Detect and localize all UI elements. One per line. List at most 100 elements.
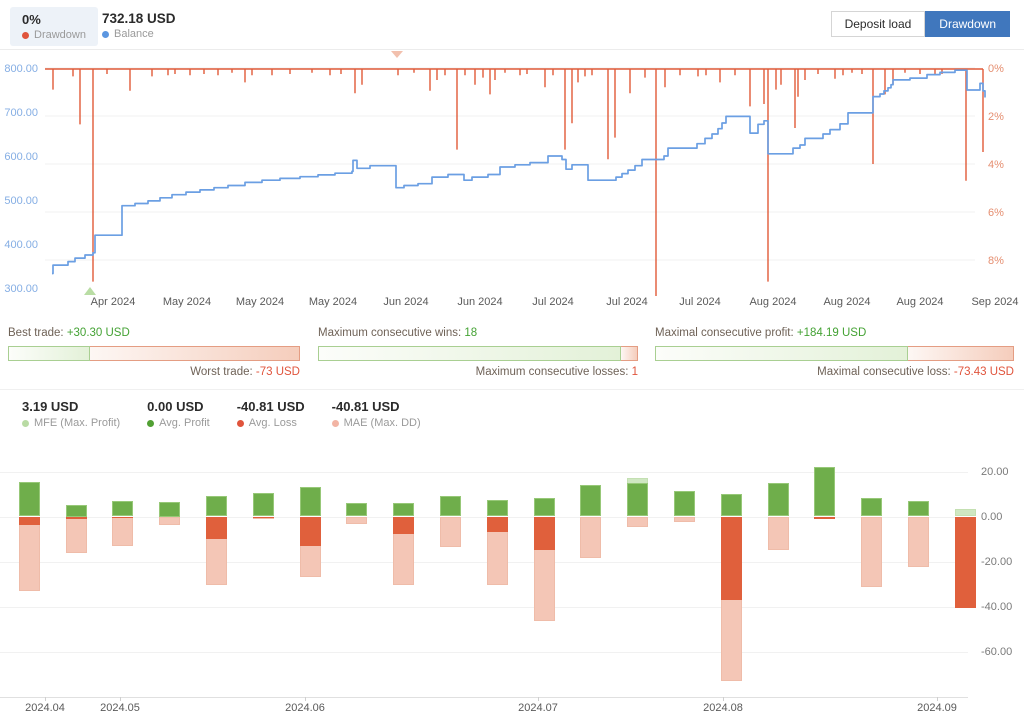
bar-segment-profit [65, 505, 87, 517]
bar-segment-profit [627, 482, 649, 517]
bar-chart-x-label: 2024.06 [285, 702, 325, 714]
left-axis-tick: 400.00 [4, 239, 38, 251]
stat-card: Best trade: +30.30 USD Worst trade: -73 … [8, 327, 300, 378]
axis-tick [538, 697, 539, 701]
withdrawal-marker-icon [391, 51, 403, 58]
axis-tick [305, 697, 306, 701]
bar-segment-profit [18, 481, 40, 517]
period-bar [112, 440, 134, 698]
deposit-load-button[interactable]: Deposit load [830, 11, 926, 37]
bar-segment-loss [65, 516, 87, 519]
period-bar [861, 440, 883, 698]
drawdown-line [45, 68, 984, 296]
gridline [0, 516, 968, 518]
right-axis-tick: -20.00 [981, 555, 1013, 568]
balance-chart-x-label: Jul 2024 [679, 296, 721, 308]
legend-item: 0.00 USD Avg. Profit [147, 399, 210, 429]
bar-segment-loss [486, 516, 508, 533]
stat-bar-positive [8, 346, 90, 361]
bar-segment-profit [861, 498, 883, 517]
bar-segment-mae [627, 516, 649, 528]
bar-segment-loss [112, 516, 134, 518]
balance-chart-x-label: Aug 2024 [896, 296, 944, 308]
bar-chart-x-label: 2024.09 [917, 702, 957, 714]
period-bar [720, 440, 742, 698]
balance-line [52, 69, 986, 275]
bar-segment-mae [673, 516, 695, 522]
balance-chart-x-label: Apr 2024 [90, 296, 136, 308]
balance-chart-x-label: Jun 2024 [383, 296, 429, 308]
mfe-mae-bar-chart[interactable]: 20.00 0.00 -20.00 -40.00 -60.00 2024.04 2024.0… [0, 440, 1024, 718]
right-axis-tick: 0.00 [981, 510, 1003, 523]
stat-bar-negative [89, 346, 300, 361]
balance-dot-icon [102, 30, 109, 38]
stat-top-label: Maximum consecutive wins: 18 [318, 327, 478, 339]
legend-dot-icon [22, 419, 29, 427]
balance-value: 732.18 USD [102, 11, 176, 26]
bar-segment-loss [299, 516, 321, 547]
stat-card: Maximal consecutive profit: +184.19 USD … [655, 327, 1014, 378]
stat-bar [655, 346, 1014, 361]
period-bar [299, 440, 321, 698]
period-bar [767, 440, 789, 698]
period-bar [252, 440, 274, 698]
legend-dot-icon [236, 419, 244, 427]
bar-segment-profit [673, 491, 695, 517]
right-axis-tick: 0% [988, 63, 1004, 75]
left-axis-tick: 600.00 [4, 151, 38, 163]
bar-segment-profit [486, 499, 508, 517]
mfe-mae-legend: 3.19 USD MFE (Max. Profit) 0.00 USD Avg.… [22, 398, 448, 429]
axis-tick [723, 697, 724, 701]
axis-tick [120, 697, 121, 701]
period-bar [533, 440, 555, 698]
period-bar [393, 440, 415, 698]
stat-top-label: Maximal consecutive profit: +184.19 USD [655, 327, 867, 339]
period-bar [627, 440, 649, 698]
balance-chart-x-label: May 2024 [162, 296, 212, 308]
bar-segment-mae [112, 516, 134, 547]
section-divider [0, 389, 1024, 390]
legend-dot-icon [331, 419, 339, 427]
period-bar [346, 440, 368, 698]
bar-segment-profit [814, 466, 836, 517]
drawdown-badge: 0% Drawdown [10, 7, 98, 46]
legend-value: 3.19 USD [22, 399, 79, 414]
balance-chart-x-label: Jul 2024 [606, 296, 648, 308]
gridline [0, 651, 968, 653]
right-axis-tick: 8% [988, 255, 1004, 267]
balance-label: Balance [102, 28, 176, 40]
bar-segment-mae [767, 516, 789, 551]
balance-chart-x-label: Jun 2024 [457, 296, 503, 308]
stat-bottom-label: Worst trade: -73 USD [190, 366, 300, 378]
legend-value: -40.81 USD [236, 399, 305, 414]
bar-segment-profit [767, 483, 789, 517]
bar-segment-loss [533, 516, 555, 551]
right-axis-tick: -40.00 [981, 600, 1013, 613]
balance-chart-canvas[interactable]: 0% 2% 4% 6% 8% 800.00 700.00 600.00 500.00 400.00… [0, 50, 1024, 306]
bar-chart-x-label: 2024.05 [100, 702, 140, 714]
bar-segment-profit [205, 495, 227, 517]
period-bar [907, 440, 929, 698]
gridline [0, 606, 968, 608]
header: 0% Drawdown 732.18 USD Balance Deposit l… [0, 0, 1024, 50]
period-bar [18, 440, 40, 698]
bar-segment-mae [159, 516, 181, 525]
legend-value: 0.00 USD [147, 399, 204, 414]
deposit-marker-icon [84, 287, 96, 295]
legend-label: Avg. Profit [147, 417, 210, 429]
balance-drawdown-chart[interactable]: 0% 2% 4% 6% 8% 800.00 700.00 600.00 500.00 400.00… [0, 50, 1024, 296]
bar-segment-mae [907, 516, 929, 567]
stat-bar-positive [318, 346, 622, 361]
gridline [0, 561, 968, 563]
bar-segment-loss [18, 516, 40, 526]
bar-segment-profit [533, 497, 555, 517]
bar-segment-loss [393, 516, 415, 534]
bar-segment-mae [346, 516, 368, 524]
drawdown-button[interactable]: Drawdown [925, 11, 1010, 37]
bar-segment-mae [861, 516, 883, 587]
period-bar [439, 440, 461, 698]
bar-segment-profit [907, 501, 929, 517]
period-bar [673, 440, 695, 698]
balance-chart-x-label: Jul 2024 [532, 296, 574, 308]
bar-chart-x-label: 2024.08 [703, 702, 743, 714]
